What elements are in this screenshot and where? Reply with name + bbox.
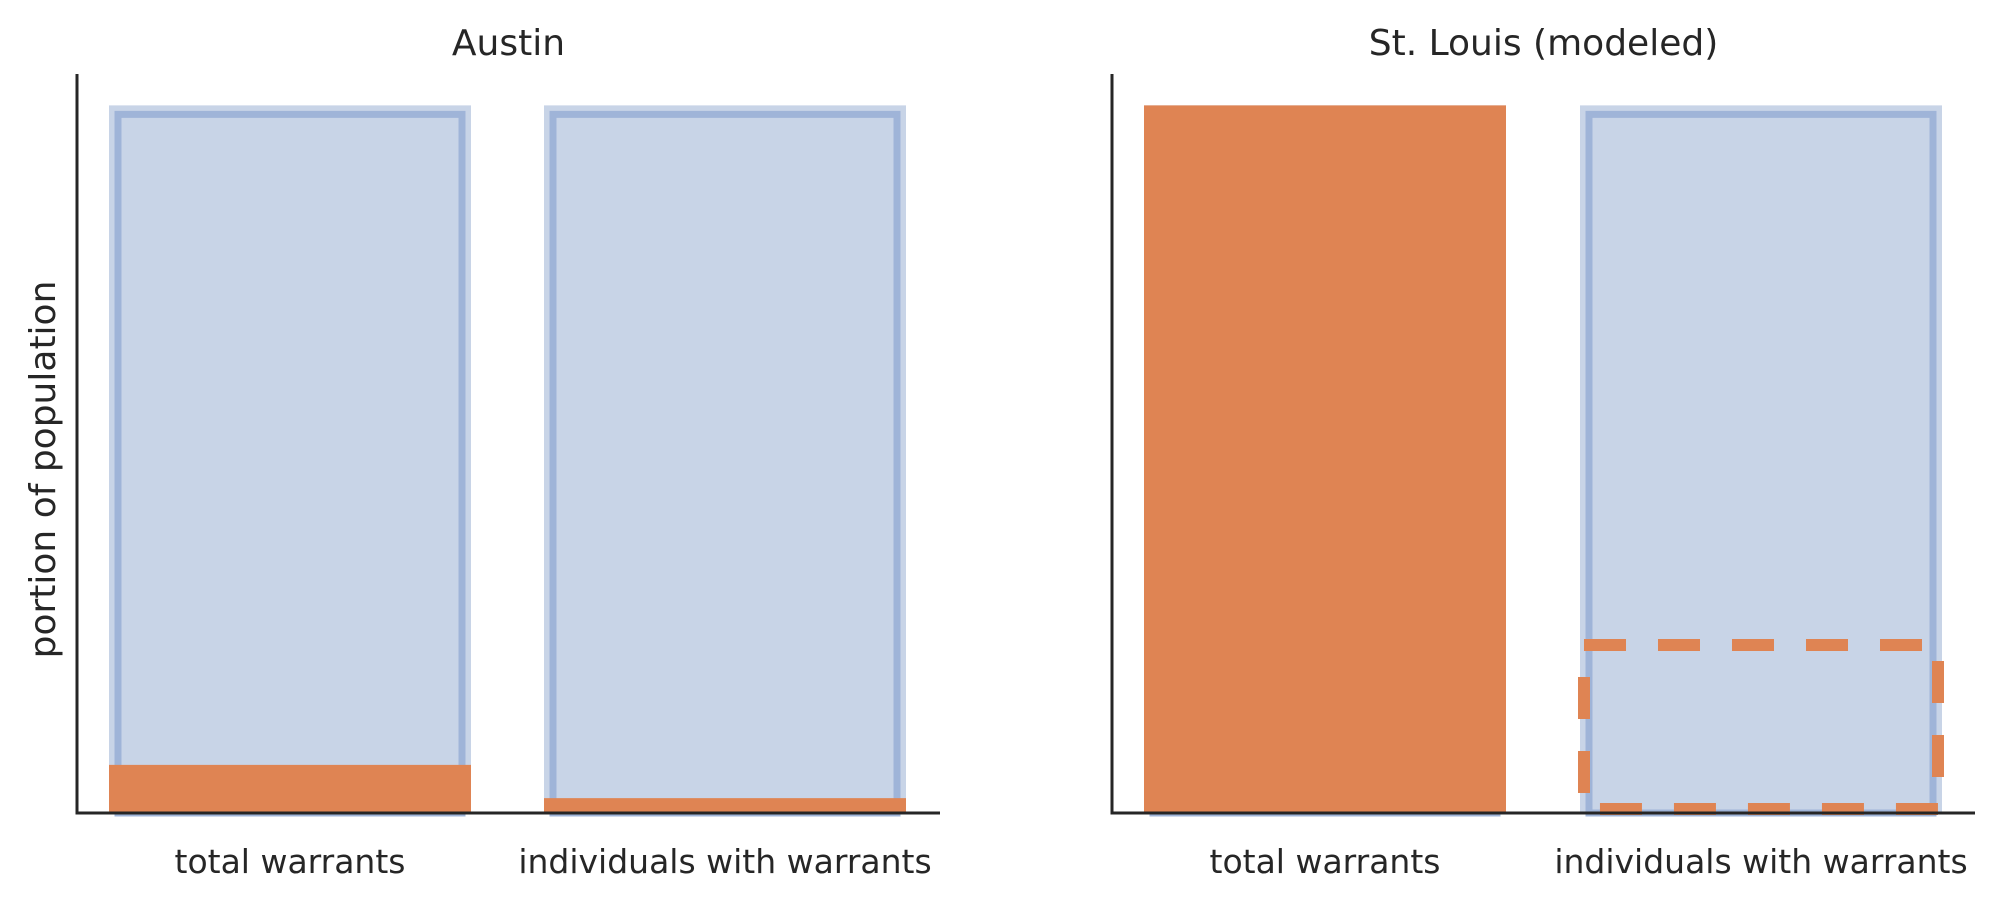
population-bar	[1580, 105, 1942, 813]
x-tick-label: total warrants	[1210, 842, 1441, 881]
warrants-bar	[1578, 639, 1944, 816]
chart-st-louis: St. Louis (modeled) total warrants indiv…	[1110, 23, 1975, 881]
chart-austin: Austin total warrants individuals with w…	[23, 23, 940, 881]
x-tick-label: individuals with warrants	[518, 842, 931, 881]
chart-title: Austin	[452, 23, 565, 64]
x-tick-label: individuals with warrants	[1554, 842, 1967, 881]
y-axis-label: portion of population	[23, 281, 64, 659]
chart-title: St. Louis (modeled)	[1369, 23, 1719, 64]
warrants-bar	[1144, 105, 1506, 813]
population-bar	[544, 105, 906, 813]
warrants-bar	[109, 764, 471, 813]
warrants-bar	[544, 798, 906, 813]
x-tick-label: total warrants	[175, 842, 406, 881]
population-bar	[109, 105, 471, 813]
